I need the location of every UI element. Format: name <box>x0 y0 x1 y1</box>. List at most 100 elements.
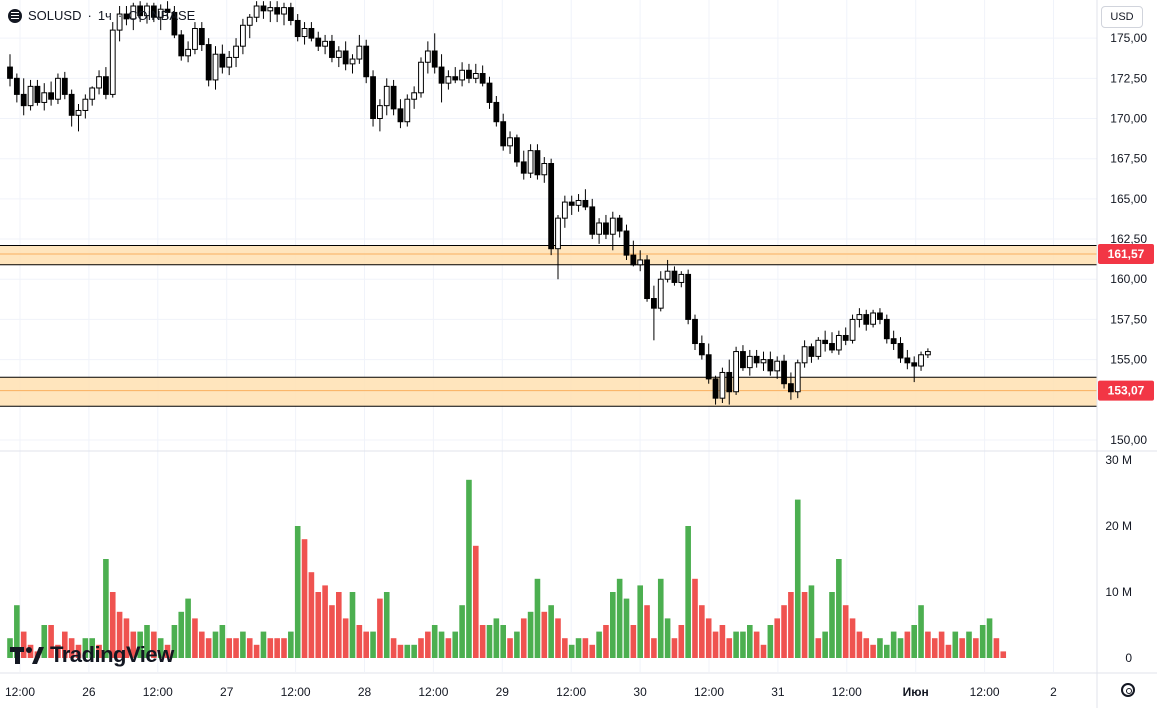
volume-bar <box>178 611 185 658</box>
candle <box>240 18 246 55</box>
volume-bar <box>801 592 808 658</box>
candle-body <box>698 343 705 356</box>
candle-body <box>740 351 746 369</box>
candle <box>568 195 575 215</box>
volume-bar <box>829 592 835 658</box>
candle <box>356 34 363 64</box>
candle-body <box>548 163 555 250</box>
candle-body <box>137 5 144 17</box>
volume-bar <box>151 631 157 658</box>
candle-body <box>781 360 787 385</box>
candle <box>808 343 815 363</box>
candle <box>856 308 863 328</box>
volume-bar <box>767 625 774 658</box>
candle <box>788 372 794 400</box>
candle <box>753 349 760 368</box>
candle <box>96 70 102 95</box>
candle-body <box>377 105 383 120</box>
candle-body <box>870 312 877 325</box>
candle-body <box>678 273 685 283</box>
candle <box>103 67 109 100</box>
volume-bar <box>514 631 520 658</box>
candle-body <box>109 29 116 95</box>
candle-body <box>575 199 582 206</box>
candle <box>555 214 561 280</box>
volume-bar <box>931 638 938 658</box>
candle <box>7 54 13 87</box>
candle <box>746 349 753 376</box>
candle <box>527 144 534 178</box>
volume-bar <box>630 625 637 658</box>
chart-grid <box>0 0 1097 672</box>
candle <box>863 309 870 331</box>
candle-body <box>164 8 171 13</box>
volume-bar <box>986 618 993 658</box>
candle-body <box>466 69 472 79</box>
candle-body <box>27 85 34 107</box>
volume-bar <box>89 638 95 658</box>
volume-bar <box>62 631 68 658</box>
candle <box>335 46 342 68</box>
candle-body <box>671 270 678 283</box>
candle <box>842 327 849 346</box>
candle-body <box>418 61 424 94</box>
symbol-legend[interactable]: SOLUSD · 1ч · COINBASE <box>8 8 195 23</box>
candle <box>438 54 445 103</box>
volume-bar <box>733 631 739 658</box>
candle-body <box>493 101 500 123</box>
volume-bar <box>856 631 863 658</box>
candle <box>281 2 287 26</box>
candle-body <box>904 357 911 364</box>
volume-bar <box>842 605 849 658</box>
candle-body <box>801 346 808 364</box>
price-tick-label: 170,00 <box>1110 112 1147 126</box>
candle <box>246 14 253 39</box>
candle-body <box>281 7 287 15</box>
volume-bar <box>870 644 876 658</box>
candle <box>55 73 61 105</box>
volume-bar <box>938 631 945 658</box>
volume-tick-label: 10 M <box>1105 585 1132 599</box>
volume-bar <box>240 631 246 658</box>
volume-bar <box>712 631 719 658</box>
candle-body <box>479 73 486 84</box>
candle <box>459 62 466 87</box>
candle <box>534 144 541 180</box>
candle-body <box>911 362 918 367</box>
candle-body <box>459 69 466 81</box>
candle <box>733 346 740 395</box>
price-level-badge <box>1098 244 1154 265</box>
candle <box>308 22 315 42</box>
volume-bar <box>301 539 308 658</box>
volume-bar <box>740 631 746 658</box>
volume-bar <box>705 618 712 658</box>
interval-label[interactable]: 1ч <box>97 8 112 23</box>
candle-body <box>308 28 315 39</box>
candle-body <box>472 73 479 79</box>
volume-bar <box>226 638 232 658</box>
candle <box>75 104 82 132</box>
candle-body <box>7 66 13 79</box>
candle <box>178 30 185 61</box>
candle-body <box>897 343 904 359</box>
time-tick-label: 12:00 <box>143 685 173 699</box>
volume-bar <box>897 638 904 658</box>
settings-gear-icon[interactable] <box>1121 683 1135 697</box>
volume-bar <box>774 618 780 658</box>
candle-body <box>445 76 452 84</box>
candle <box>801 340 808 368</box>
volume-bar <box>404 644 411 658</box>
candle <box>541 157 548 183</box>
volume-bar <box>342 618 349 658</box>
tradingview-logo[interactable]: TradingView <box>10 642 174 668</box>
candle <box>596 218 603 244</box>
candle <box>370 70 376 127</box>
volume-bar <box>212 631 219 658</box>
candle <box>925 348 931 358</box>
candle-body <box>555 217 561 250</box>
volume-bar <box>568 644 575 658</box>
time-tick-label: 12:00 <box>694 685 724 699</box>
volume-bar <box>555 618 561 658</box>
currency-selector[interactable]: USD <box>1101 6 1143 28</box>
